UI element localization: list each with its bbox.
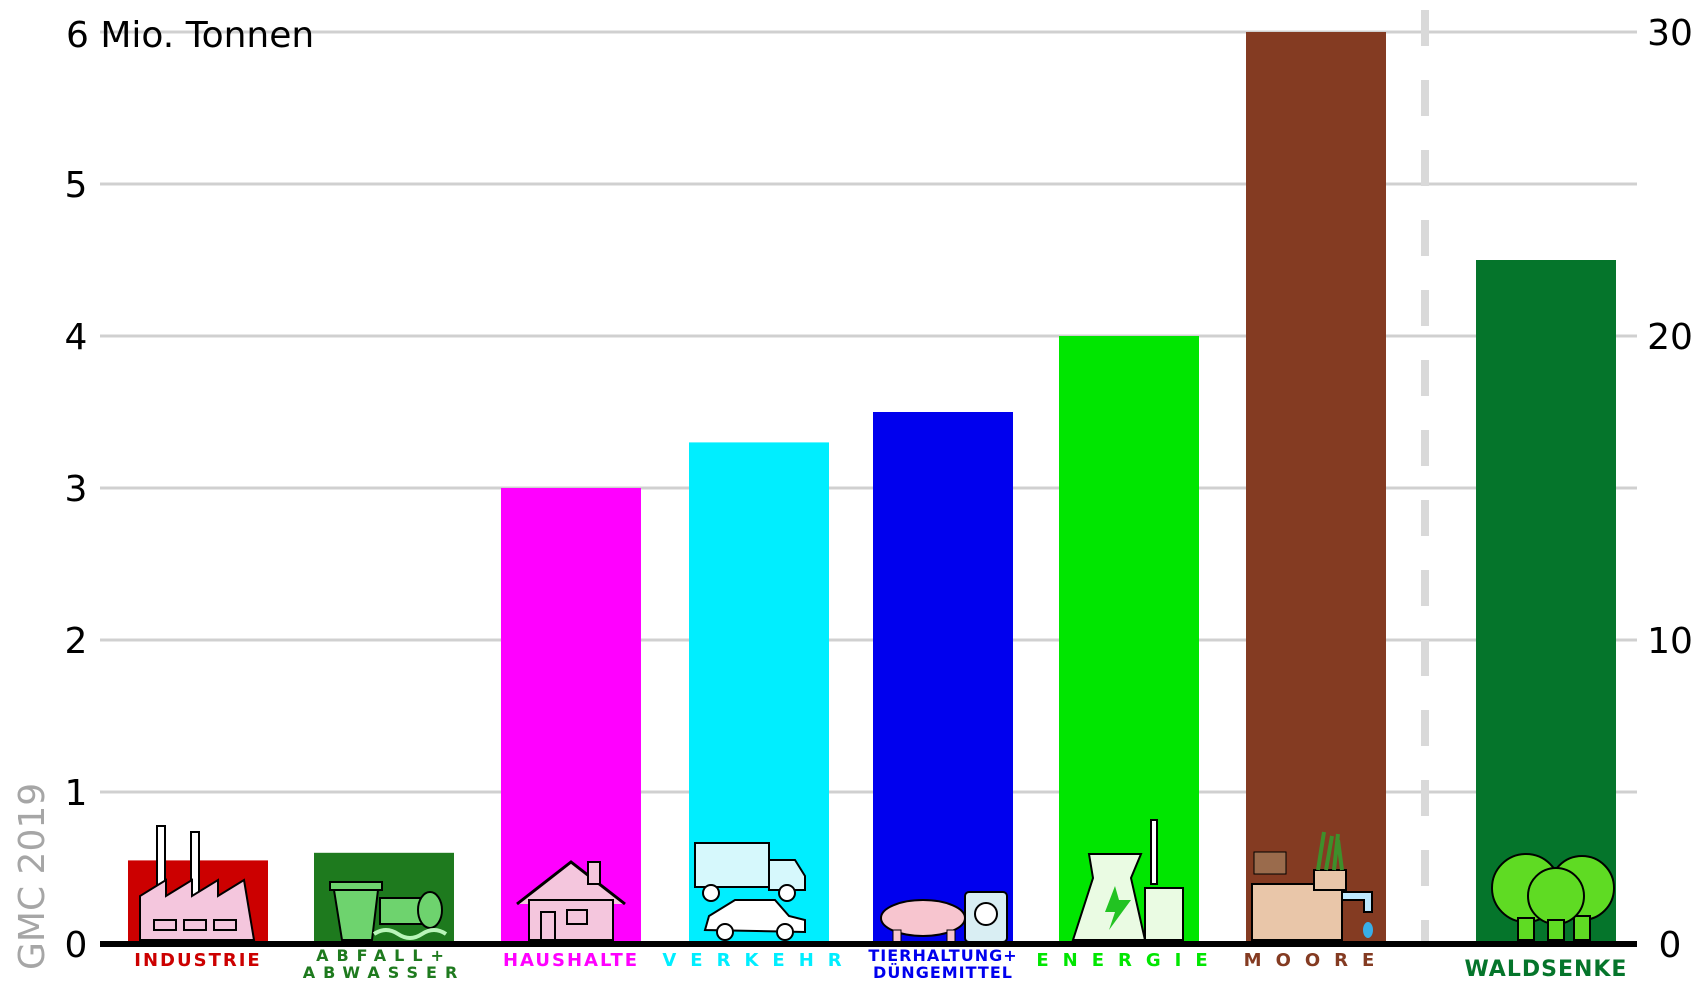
left-tick-label: 1 — [65, 773, 88, 814]
bar — [1246, 32, 1386, 944]
left-tick-label: 0 — [65, 925, 88, 966]
category-label: HAUSHALTE — [503, 950, 639, 971]
category-label: INDUSTRIE — [134, 950, 261, 971]
left-tick-label: 3 — [65, 469, 88, 510]
bar — [873, 412, 1013, 944]
grid — [100, 30, 1637, 794]
right-tick-label: 30 — [1647, 13, 1693, 54]
left-axis: 0 1 2 3 4 5 — [65, 165, 88, 966]
left-tick-label: 5 — [65, 165, 88, 206]
house-icon — [516, 860, 626, 941]
category-labels: INDUSTRIE ABFALL+ABWASSER HAUSHALTE VERKEHR… — [134, 946, 1628, 982]
watermark: GMC 2019 — [12, 783, 53, 970]
bog-icon — [1251, 831, 1373, 941]
forest-icon — [1491, 853, 1615, 941]
right-tick-label: 10 — [1647, 621, 1693, 662]
right-axis: 0 10 20 30 — [1647, 13, 1693, 966]
bar — [1059, 336, 1199, 944]
category-label: DÜNGEMITTEL — [873, 963, 1013, 982]
unit-label: 6 Mio. Tonnen — [66, 15, 314, 56]
left-tick-label: 4 — [65, 317, 88, 358]
category-label: TIERHALTUNG+ — [868, 946, 1017, 965]
left-tick-label: 2 — [65, 621, 88, 662]
category-label: ABFALL+ — [316, 946, 452, 965]
category-label: MOORE — [1244, 950, 1389, 971]
category-label: VERKEHR — [662, 950, 855, 971]
bar — [1476, 260, 1616, 944]
category-label: ENERGIE — [1036, 950, 1221, 971]
truck-and-car-icon — [694, 842, 806, 941]
trash-and-pipe-icon — [329, 881, 448, 941]
power-plant-icon — [1071, 819, 1184, 941]
pig-and-fertilizer-icon — [880, 891, 1008, 943]
right-tick-label: 0 — [1659, 925, 1682, 966]
right-tick-label: 20 — [1647, 317, 1693, 358]
category-label: ABWASSER — [303, 963, 466, 982]
icons — [139, 819, 1615, 943]
category-label: WALDSENKE — [1465, 957, 1628, 982]
factory-icon — [139, 825, 256, 941]
